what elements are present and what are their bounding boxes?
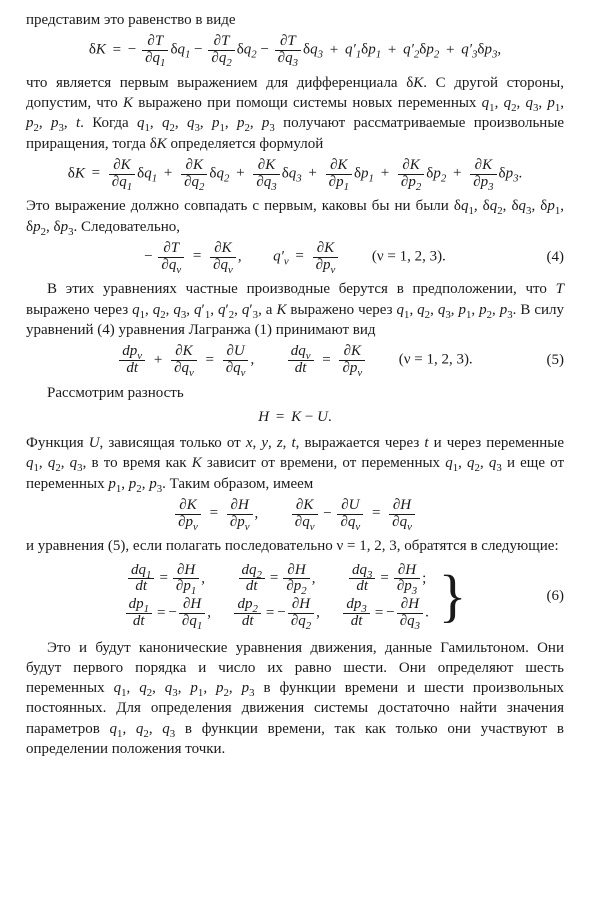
equation-KH-relation: ∂K∂pν = ∂H∂pν, ∂K∂qν − ∂U∂qν = ∂H∂qν ∂K/… [26, 498, 564, 531]
equation-4: − ∂T∂qν = ∂K∂qν, q′ν = ∂K∂pν (ν = 1, 2, … [26, 241, 564, 274]
paragraph-6: Функция U, зависящая только от x, y, z, … [26, 433, 564, 494]
paragraph-7: и уравнения (5), если полагать последова… [26, 536, 564, 556]
equation-deltaK-first: δK = − ∂T∂q1δq1 − ∂T∂q2δq2 − ∂T∂q3δq3 + … [26, 34, 564, 67]
paragraph-2: что является первым выражением для диффе… [26, 73, 564, 154]
equation-6-number: (6) [547, 586, 565, 606]
paragraph-5: Рассмотрим разность [26, 383, 564, 403]
paragraph-1: представим это равенство в виде [26, 10, 564, 30]
equation-4-number: (4) [547, 247, 565, 267]
equation-deltaK-second: δK = ∂K∂q1δq1 + ∂K∂q2δq2 + ∂K∂q3δq3 + ∂K… [26, 158, 564, 191]
paragraph-4: В этих уравнениях частные производные бе… [26, 279, 564, 340]
paragraph-3: Это выражение должно совпадать с первым,… [26, 196, 564, 237]
equation-H-def: H = K − U. H = K − U. [26, 407, 564, 427]
equation-5-number: (5) [547, 350, 565, 370]
equation-6: dq1dt=∂H∂p1, dq2dt=∂H∂p2, dq3dt=∂H∂p3; d… [26, 561, 564, 632]
equation-5: dpνdt + ∂K∂qν = ∂U∂qν, dqνdt = ∂K∂pν (ν … [26, 344, 564, 377]
paragraph-8: Это и будут канонические уравнения движе… [26, 638, 564, 760]
